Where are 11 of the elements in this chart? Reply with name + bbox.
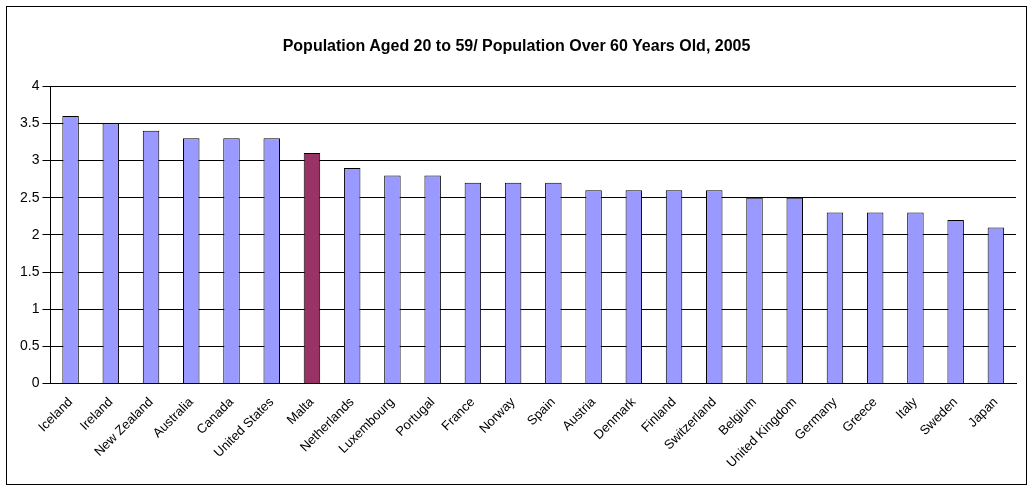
chart-title: Population Aged 20 to 59/ Population Over 60 Years Old, 2005: [282, 37, 751, 55]
y-tick-label: 1: [31, 300, 40, 317]
y-tick-label: 2.5: [19, 188, 40, 205]
y-tick-label: 1.5: [19, 262, 40, 279]
y-tick-label: 0: [31, 374, 40, 391]
y-tick-label: 2: [31, 225, 40, 242]
y-tick-label: 4: [31, 77, 40, 94]
x-tick-label: Italy: [892, 393, 921, 422]
y-tick-label: 3.5: [19, 114, 40, 131]
y-tick-label: 3: [31, 151, 40, 168]
y-tick-label: 0.5: [19, 337, 40, 354]
